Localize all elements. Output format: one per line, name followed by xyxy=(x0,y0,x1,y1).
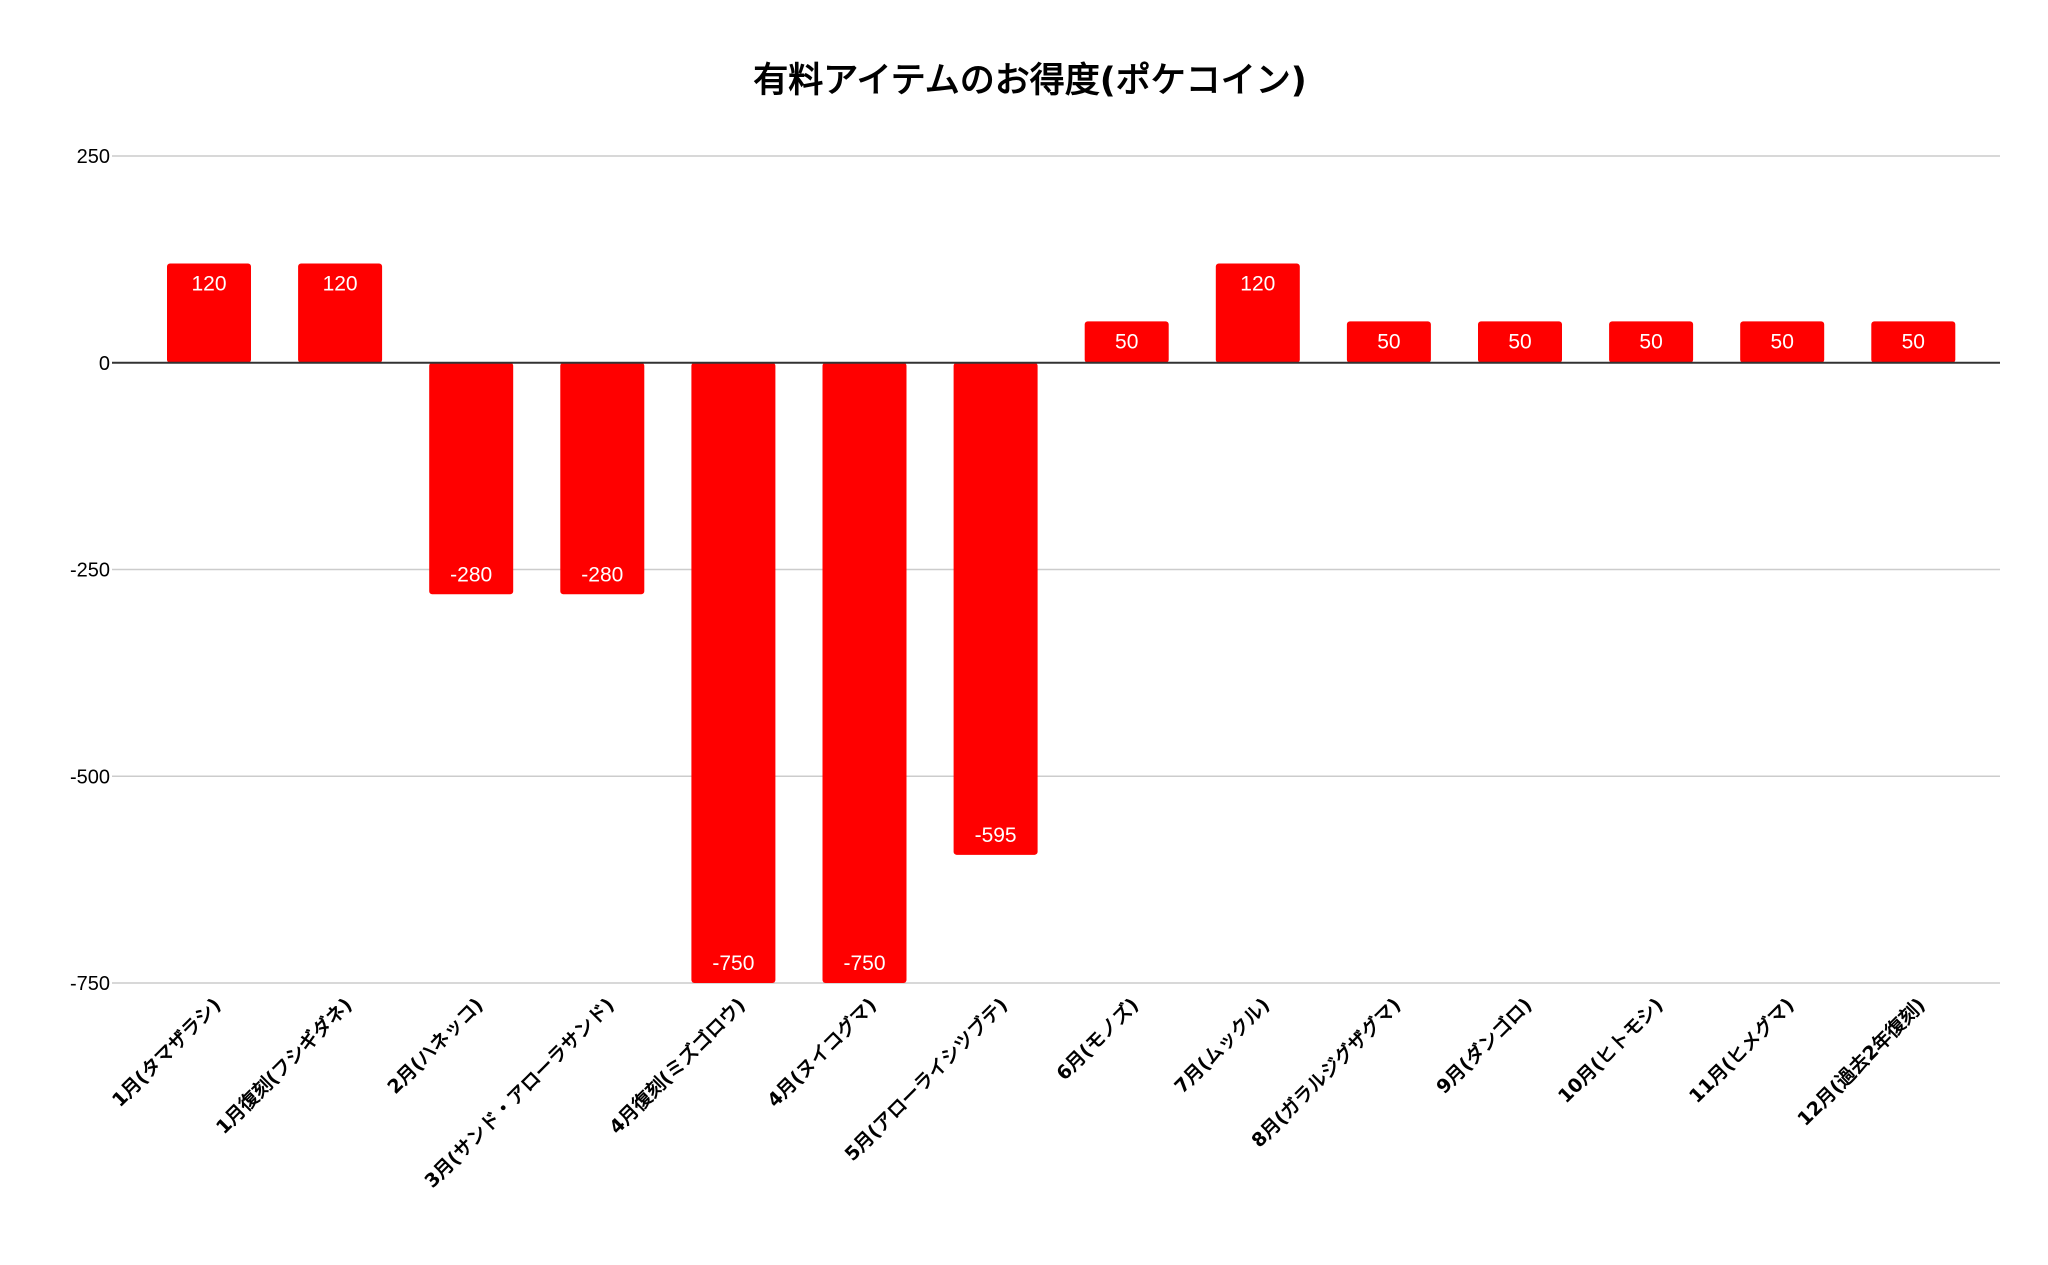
bar xyxy=(298,263,383,363)
y-axis-tick-labels: 250 0 -250 -500 -750 xyxy=(70,146,110,995)
data-label: 50 xyxy=(1771,330,1794,353)
bar xyxy=(1871,321,1956,363)
x-tick-label: 2月(ハネッコ) xyxy=(383,994,487,1098)
bar xyxy=(1740,321,1825,363)
data-label: 50 xyxy=(1115,330,1138,353)
x-tick-label: 11月(ヒメグマ) xyxy=(1684,993,1798,1107)
bar xyxy=(167,263,251,363)
bar xyxy=(560,362,645,595)
x-tick-label: 12月(過去2年復刻) xyxy=(1793,993,1930,1130)
data-label: 50 xyxy=(1377,330,1400,353)
data-label: -595 xyxy=(975,824,1017,847)
x-tick-label: 10月(ヒトモシ) xyxy=(1554,994,1668,1108)
bar xyxy=(1346,321,1431,363)
bar xyxy=(953,362,1038,855)
bar xyxy=(429,362,514,595)
data-label: 120 xyxy=(191,273,226,296)
y-tick-label: -250 xyxy=(70,560,110,582)
data-label: 120 xyxy=(1240,273,1275,296)
bar xyxy=(1084,321,1169,363)
data-label: 120 xyxy=(323,273,358,296)
bars xyxy=(167,263,1956,983)
data-label: -750 xyxy=(843,952,885,975)
data-label: -280 xyxy=(450,563,492,586)
x-tick-label: 9月(ダンゴロ) xyxy=(1431,993,1536,1098)
y-tick-label: -750 xyxy=(70,973,110,995)
bar xyxy=(691,362,776,983)
x-tick-label: 1月復刻(フシギダネ) xyxy=(211,993,356,1138)
x-tick-label: 7月(ムックル) xyxy=(1170,994,1274,1098)
data-label: -280 xyxy=(581,563,623,586)
x-axis-tick-labels: 1月(タマザラシ)1月復刻(フシギダネ) 2月(ハネッコ)3月(サンド・アローラサ… xyxy=(108,993,1930,1192)
x-tick-label: 8月(ガラルジグザグマ) xyxy=(1247,993,1406,1152)
y-tick-label: 250 xyxy=(77,146,110,168)
data-label: 50 xyxy=(1508,330,1531,353)
data-label: 50 xyxy=(1639,330,1662,353)
x-tick-label: 4月復刻(ミズゴロウ) xyxy=(605,993,750,1138)
bar xyxy=(1609,321,1694,363)
gridlines xyxy=(112,155,2000,984)
x-tick-label: 4月(ヌイコグマ) xyxy=(763,993,882,1112)
data-labels: 120 120 -280 -280 -750 -750 -595 50 120 50 50 50 50 5… xyxy=(191,273,1925,975)
data-label: -750 xyxy=(712,952,754,975)
chart-title: 有料アイテムのお得度(ポケコイン) xyxy=(753,60,1307,101)
bar xyxy=(1478,321,1562,363)
y-tick-label: -500 xyxy=(70,766,110,788)
y-tick-label: 0 xyxy=(99,353,110,375)
x-tick-label: 6月(モノズ) xyxy=(1052,993,1144,1085)
bar xyxy=(1215,263,1300,363)
x-tick-label: 1月(タマザラシ) xyxy=(108,994,226,1112)
data-label: 50 xyxy=(1902,330,1925,353)
bar xyxy=(822,362,907,983)
